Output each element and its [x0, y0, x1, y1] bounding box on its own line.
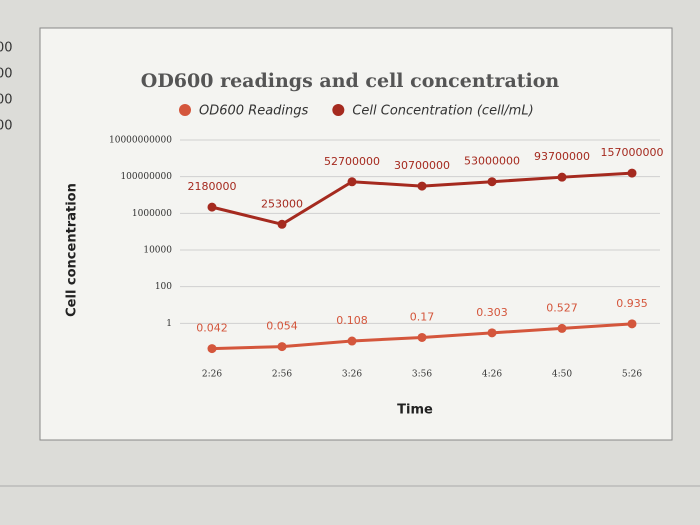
y-tick-label: 10000000000	[109, 136, 172, 146]
background-label: 00	[0, 41, 13, 56]
data-label: 0.935	[616, 297, 648, 310]
x-tick-label: 2:26	[202, 370, 222, 380]
y-axis-title: Cell concentration	[65, 183, 80, 317]
data-point	[487, 177, 497, 187]
chart-title: OD600 readings and cell concentration	[141, 70, 560, 92]
data-point	[347, 336, 357, 346]
y-tick-label: 1000000	[132, 209, 172, 219]
y-tick-label: 10000	[143, 246, 172, 256]
data-point	[627, 168, 637, 178]
legend-label: Cell Concentration (cell/mL)	[352, 104, 533, 119]
data-label: 0.527	[546, 301, 578, 314]
y-tick-label: 100000000	[120, 172, 172, 182]
data-label: 30700000	[394, 159, 450, 172]
data-label: 0.108	[336, 314, 368, 327]
data-label: 0.303	[476, 306, 508, 319]
data-point	[627, 319, 637, 329]
chart-card	[39, 27, 673, 441]
x-tick-label: 2:56	[272, 370, 292, 380]
data-label: 53000000	[464, 155, 520, 168]
data-point	[557, 172, 567, 182]
legend-marker	[332, 104, 345, 116]
data-point	[557, 323, 567, 333]
data-point	[207, 202, 217, 212]
x-axis-title: Time	[397, 403, 433, 418]
y-tick-label: 100	[155, 282, 172, 292]
data-label: 93700000	[534, 150, 590, 163]
data-label: 0.042	[196, 322, 228, 335]
background-label: 00	[0, 67, 13, 82]
x-tick-label: 5:26	[622, 370, 642, 380]
data-point	[277, 342, 287, 352]
data-point	[487, 328, 497, 338]
data-point	[417, 181, 427, 191]
x-tick-label: 3:26	[342, 370, 362, 380]
data-label: 52700000	[324, 155, 380, 168]
background-label: 00	[0, 119, 13, 134]
data-point	[347, 177, 357, 187]
data-point	[417, 332, 427, 342]
data-label: 157000000	[601, 146, 664, 159]
legend-marker	[179, 104, 191, 116]
data-label: 253000	[261, 197, 303, 210]
data-label: 2180000	[188, 180, 237, 193]
x-tick-label: 4:26	[482, 370, 502, 380]
data-label: 0.17	[410, 310, 435, 323]
legend-label: OD600 Readings	[199, 104, 309, 119]
data-point	[207, 344, 217, 354]
y-tick-label: 1	[166, 319, 172, 329]
data-point	[277, 219, 287, 229]
background-label: 00	[0, 93, 13, 108]
x-tick-label: 4:50	[552, 370, 572, 380]
data-label: 0.054	[266, 320, 298, 333]
x-tick-label: 3:56	[412, 370, 432, 380]
